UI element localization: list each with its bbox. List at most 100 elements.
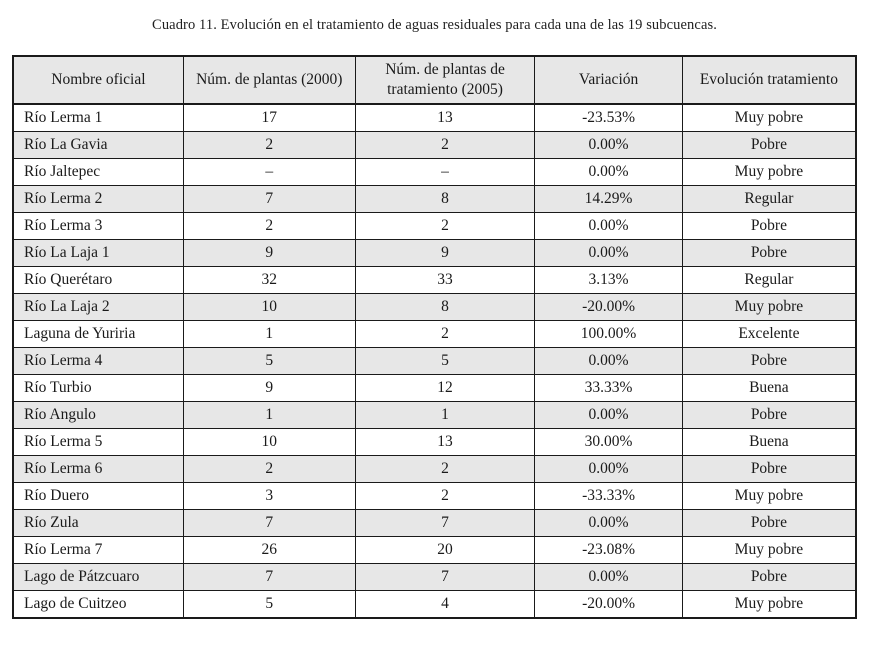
table-cell: Pobre (681, 509, 857, 537)
table-row: Laguna de Yuriria 1 2 100.00% Excelente (12, 320, 857, 348)
table-body: Río Lerma 1 17 13 -23.53% Muy pobre Río La Ga… (12, 103, 857, 619)
table-cell: Muy pobre (681, 103, 857, 132)
table-cell: 26 (182, 536, 356, 564)
table-cell: Río Lerma 5 (12, 428, 184, 456)
table-cell: Pobre (681, 401, 857, 429)
table-cell: Muy pobre (681, 590, 857, 619)
table-cell: Río Duero (12, 482, 184, 510)
table-cell: 13 (354, 103, 536, 132)
table-cell: 0.00% (534, 212, 683, 240)
table-row: Río Lerma 3 2 2 0.00% Pobre (12, 212, 857, 240)
table-cell: 5 (354, 347, 536, 375)
table-cell: 2 (354, 320, 536, 348)
table-cell: 14.29% (534, 185, 683, 213)
table-cell: 17 (182, 103, 356, 132)
table-cell: 33 (354, 266, 536, 294)
table-cell: 30.00% (534, 428, 683, 456)
header-num-plantas-2000: Núm. de plantas (2000) (182, 55, 356, 105)
table-cell: Excelente (681, 320, 857, 348)
table-cell: 9 (354, 239, 536, 267)
table-cell: 9 (182, 374, 356, 402)
table-cell: 7 (354, 509, 536, 537)
table-row: Río Angulo 1 1 0.00% Pobre (12, 401, 857, 429)
table-cell: 7 (182, 563, 356, 591)
table-cell: 4 (354, 590, 536, 619)
table-cell: 7 (354, 563, 536, 591)
table-cell: 7 (182, 185, 356, 213)
table-cell: 12 (354, 374, 536, 402)
table-cell: Pobre (681, 212, 857, 240)
table-cell: Pobre (681, 455, 857, 483)
table-cell: – (182, 158, 356, 186)
table-cell: 5 (182, 347, 356, 375)
table-cell: Muy pobre (681, 293, 857, 321)
table-row: Río Querétaro 32 33 3.13% Regular (12, 266, 857, 294)
table-row: Río Lerma 1 17 13 -23.53% Muy pobre (12, 103, 857, 132)
table-cell: 3.13% (534, 266, 683, 294)
table-row: Río Lerma 7 26 20 -23.08% Muy pobre (12, 536, 857, 564)
table-cell: 2 (354, 455, 536, 483)
table-cell: Regular (681, 185, 857, 213)
table-cell: Río La Gavia (12, 131, 184, 159)
table-cell: 20 (354, 536, 536, 564)
table-cell: Río Lerma 7 (12, 536, 184, 564)
table-cell: 13 (354, 428, 536, 456)
table-cell: 33.33% (534, 374, 683, 402)
table-cell: Regular (681, 266, 857, 294)
table-cell: Pobre (681, 131, 857, 159)
header-nombre-oficial: Nombre oficial (12, 55, 184, 105)
table-row: Río Turbio 9 12 33.33% Buena (12, 374, 857, 402)
table-cell: 5 (182, 590, 356, 619)
table-cell: Río Querétaro (12, 266, 184, 294)
table-cell: Laguna de Yuriria (12, 320, 184, 348)
table-cell: Río Jaltepec (12, 158, 184, 186)
table-cell: Río Angulo (12, 401, 184, 429)
table-cell: Río La Laja 2 (12, 293, 184, 321)
table-row: Lago de Pátzcuaro 7 7 0.00% Pobre (12, 563, 857, 591)
table-row: Río La Laja 1 9 9 0.00% Pobre (12, 239, 857, 267)
table-cell: 32 (182, 266, 356, 294)
table-row: Río Jaltepec – –0.00% Muy pobre (12, 158, 857, 186)
table-cell: 7 (182, 509, 356, 537)
table-cell: Río Lerma 2 (12, 185, 184, 213)
table-cell: -20.00% (534, 590, 683, 619)
table-cell: Río Turbio (12, 374, 184, 402)
table-cell: 1 (182, 401, 356, 429)
table-cell: 10 (182, 428, 356, 456)
table-cell: -20.00% (534, 293, 683, 321)
table-row: Río Lerma 4 5 5 0.00% Pobre (12, 347, 857, 375)
table-cell: Río Lerma 4 (12, 347, 184, 375)
table-cell: 2 (182, 212, 356, 240)
table-cell: 0.00% (534, 563, 683, 591)
table-cell: -23.53% (534, 103, 683, 132)
table-row: Río Lerma 5 10 13 30.00% Buena (12, 428, 857, 456)
table-cell: Pobre (681, 347, 857, 375)
table-cell: -23.08% (534, 536, 683, 564)
table-cell: Río Zula (12, 509, 184, 537)
table-caption: Cuadro 11. Evolución en el tratamiento d… (152, 17, 717, 33)
table-cell: 2 (354, 482, 536, 510)
table-cell: 9 (182, 239, 356, 267)
table-cell: 0.00% (534, 401, 683, 429)
table-cell: Pobre (681, 563, 857, 591)
header-evolucion-tratamiento: Evolución tratamiento (681, 55, 857, 105)
table-row: Río Lerma 2 7 8 14.29% Regular (12, 185, 857, 213)
table-cell: Río Lerma 6 (12, 455, 184, 483)
table-row: Río La Laja 2 10 8 -20.00% Muy pobre (12, 293, 857, 321)
table-cell: Lago de Pátzcuaro (12, 563, 184, 591)
table-row: Río La Gavia 2 2 0.00% Pobre (12, 131, 857, 159)
table-cell: Río Lerma 1 (12, 103, 184, 132)
table-header: Nombre oficial Núm. de plantas (2000) Nú… (12, 55, 857, 105)
table-row: Río Duero 3 2 -33.33% Muy pobre (12, 482, 857, 510)
table-cell: Buena (681, 428, 857, 456)
table-cell: Río Lerma 3 (12, 212, 184, 240)
table-cell: 3 (182, 482, 356, 510)
header-variacion: Variación (534, 55, 683, 105)
table-cell: 10 (182, 293, 356, 321)
table-cell: 2 (354, 212, 536, 240)
table-cell: 8 (354, 185, 536, 213)
table-cell: 2 (182, 131, 356, 159)
table-cell: Muy pobre (681, 536, 857, 564)
table-cell: – (354, 158, 536, 186)
